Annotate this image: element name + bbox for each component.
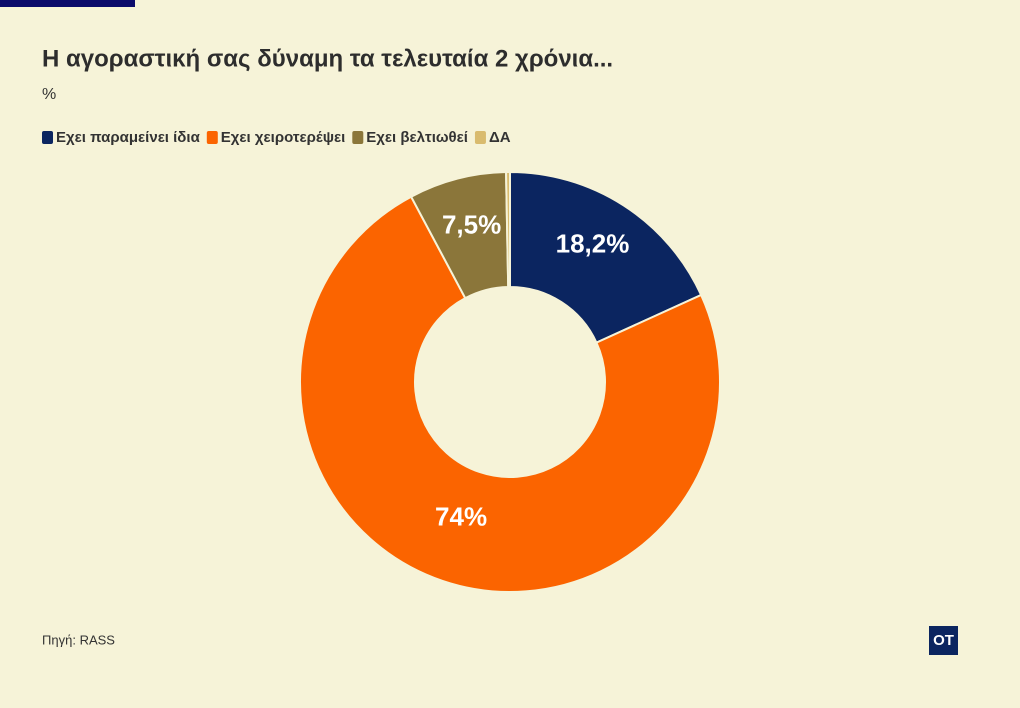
legend-marker [206, 131, 218, 144]
source: Πηγή: RASS [42, 632, 115, 647]
chart-title: Η αγοραστική σας δύναμη τα τελευταία 2 χ… [42, 45, 613, 72]
chart-subtitle: % [42, 86, 56, 103]
slice [299, 195, 721, 593]
value-label: 74% [435, 501, 487, 531]
legend-marker [42, 131, 53, 144]
legend-label: Εχει παραμείνει ίδια [56, 129, 201, 146]
slice [505, 170, 511, 289]
legend-label: Εχει βελτιωθεί [366, 129, 468, 146]
legend-marker [474, 131, 486, 144]
logo: OT [933, 632, 954, 649]
value-label: 7,5% [442, 209, 501, 239]
legend-marker [352, 131, 364, 144]
slice [509, 170, 703, 344]
legend-label: ΔΑ [489, 129, 511, 146]
top-bar [0, 0, 135, 7]
logo-box [929, 626, 958, 655]
value-label: 18,2% [556, 229, 630, 259]
legend-label: Εχει χειροτερέψει [221, 129, 346, 146]
